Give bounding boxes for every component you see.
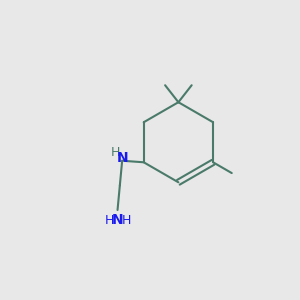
Text: H: H (121, 214, 131, 226)
Text: N: N (112, 213, 123, 227)
Text: N: N (117, 152, 129, 165)
Text: H: H (104, 214, 114, 226)
Text: H: H (110, 146, 120, 159)
